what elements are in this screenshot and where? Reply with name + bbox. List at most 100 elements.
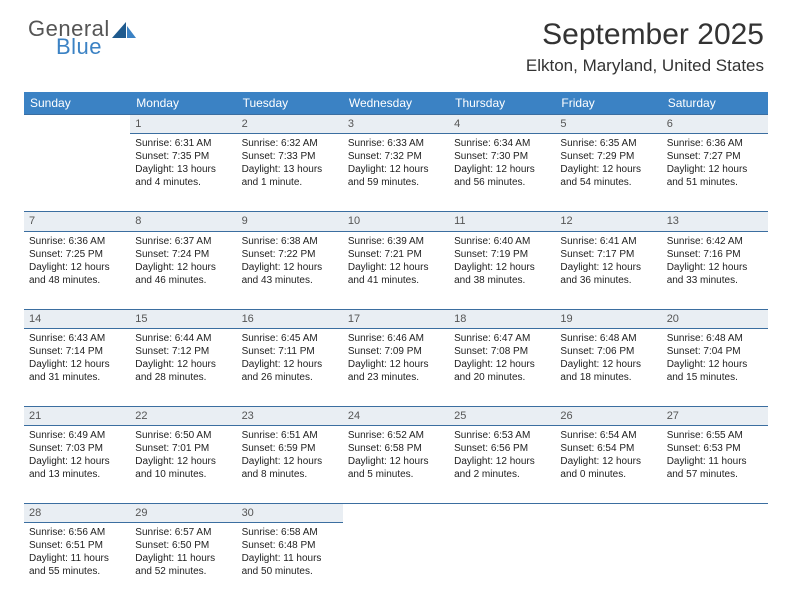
sunset-line: Sunset: 7:03 PM [29, 442, 125, 455]
sunrise-line: Sunrise: 6:45 AM [242, 332, 338, 345]
daylight-line: Daylight: 12 hours and 2 minutes. [454, 455, 550, 481]
sunrise-line: Sunrise: 6:36 AM [29, 235, 125, 248]
day-content-cell [555, 523, 661, 597]
day-number-cell: 5 [555, 115, 661, 134]
day-content-row: Sunrise: 6:56 AMSunset: 6:51 PMDaylight:… [24, 523, 768, 597]
day-number-cell: 18 [449, 309, 555, 328]
day-number-cell: 10 [343, 212, 449, 231]
sunrise-line: Sunrise: 6:46 AM [348, 332, 444, 345]
day-content-cell: Sunrise: 6:40 AMSunset: 7:19 PMDaylight:… [449, 231, 555, 309]
sunrise-line: Sunrise: 6:50 AM [135, 429, 231, 442]
daylight-line: Daylight: 12 hours and 23 minutes. [348, 358, 444, 384]
sunset-line: Sunset: 7:33 PM [242, 150, 338, 163]
sunrise-line: Sunrise: 6:49 AM [29, 429, 125, 442]
day-number-row: 14151617181920 [24, 309, 768, 328]
sunset-line: Sunset: 7:16 PM [667, 248, 763, 261]
daylight-line: Daylight: 13 hours and 1 minute. [242, 163, 338, 189]
daylight-line: Daylight: 13 hours and 4 minutes. [135, 163, 231, 189]
day-of-week-header: Saturday [662, 92, 768, 115]
header: General Blue September 2025 Elkton, Mary… [0, 0, 792, 84]
day-of-week-header: Tuesday [237, 92, 343, 115]
daylight-line: Daylight: 12 hours and 48 minutes. [29, 261, 125, 287]
day-number-cell: 14 [24, 309, 130, 328]
daylight-line: Daylight: 12 hours and 36 minutes. [560, 261, 656, 287]
daylight-line: Daylight: 12 hours and 56 minutes. [454, 163, 550, 189]
sunrise-line: Sunrise: 6:34 AM [454, 137, 550, 150]
daylight-line: Daylight: 11 hours and 57 minutes. [667, 455, 763, 481]
daylight-line: Daylight: 12 hours and 43 minutes. [242, 261, 338, 287]
day-number-cell: 17 [343, 309, 449, 328]
day-number-row: 282930 [24, 504, 768, 523]
daylight-line: Daylight: 12 hours and 33 minutes. [667, 261, 763, 287]
sunrise-line: Sunrise: 6:36 AM [667, 137, 763, 150]
sunrise-line: Sunrise: 6:42 AM [667, 235, 763, 248]
day-number-cell: 9 [237, 212, 343, 231]
day-number-cell: 29 [130, 504, 236, 523]
day-number-cell: 8 [130, 212, 236, 231]
day-number-cell: 11 [449, 212, 555, 231]
day-content-cell: Sunrise: 6:54 AMSunset: 6:54 PMDaylight:… [555, 426, 661, 504]
logo-word-blue: Blue [56, 36, 110, 58]
day-content-cell: Sunrise: 6:47 AMSunset: 7:08 PMDaylight:… [449, 328, 555, 406]
day-number-cell: 2 [237, 115, 343, 134]
sunset-line: Sunset: 7:04 PM [667, 345, 763, 358]
daylight-line: Daylight: 12 hours and 26 minutes. [242, 358, 338, 384]
daylight-line: Daylight: 11 hours and 55 minutes. [29, 552, 125, 578]
calendar-body: 123456Sunrise: 6:31 AMSunset: 7:35 PMDay… [24, 115, 768, 597]
sunset-line: Sunset: 6:48 PM [242, 539, 338, 552]
day-content-cell: Sunrise: 6:39 AMSunset: 7:21 PMDaylight:… [343, 231, 449, 309]
day-content-row: Sunrise: 6:31 AMSunset: 7:35 PMDaylight:… [24, 134, 768, 212]
day-content-cell: Sunrise: 6:35 AMSunset: 7:29 PMDaylight:… [555, 134, 661, 212]
sunset-line: Sunset: 7:22 PM [242, 248, 338, 261]
day-content-row: Sunrise: 6:49 AMSunset: 7:03 PM Daylight:… [24, 426, 768, 504]
sunset-line: Sunset: 6:59 PM [242, 442, 338, 455]
day-content-cell: Sunrise: 6:33 AMSunset: 7:32 PMDaylight:… [343, 134, 449, 212]
day-content-cell [662, 523, 768, 597]
day-number-cell: 12 [555, 212, 661, 231]
day-content-cell: Sunrise: 6:48 AMSunset: 7:06 PMDaylight:… [555, 328, 661, 406]
month-title: September 2025 [526, 18, 764, 52]
day-content-cell: Sunrise: 6:34 AMSunset: 7:30 PMDaylight:… [449, 134, 555, 212]
day-content-cell: Sunrise: 6:53 AMSunset: 6:56 PMDaylight:… [449, 426, 555, 504]
sunset-line: Sunset: 6:50 PM [135, 539, 231, 552]
day-content-cell: Sunrise: 6:38 AMSunset: 7:22 PMDaylight:… [237, 231, 343, 309]
daylight-line: Daylight: 12 hours and 38 minutes. [454, 261, 550, 287]
sunrise-line: Sunrise: 6:39 AM [348, 235, 444, 248]
sunrise-line: Sunrise: 6:55 AM [667, 429, 763, 442]
sunset-line: Sunset: 7:32 PM [348, 150, 444, 163]
daylight-line: Daylight: 12 hours and 41 minutes. [348, 261, 444, 287]
sunset-line: Sunset: 7:19 PM [454, 248, 550, 261]
sunrise-line: Sunrise: 6:33 AM [348, 137, 444, 150]
sunrise-line: Sunrise: 6:51 AM [242, 429, 338, 442]
daylight-line: Daylight: 11 hours and 52 minutes. [135, 552, 231, 578]
day-number-cell: 15 [130, 309, 236, 328]
sunset-line: Sunset: 7:24 PM [135, 248, 231, 261]
day-number-cell: 24 [343, 406, 449, 425]
sunrise-line: Sunrise: 6:56 AM [29, 526, 125, 539]
day-of-week-header: Monday [130, 92, 236, 115]
calendar-head: SundayMondayTuesdayWednesdayThursdayFrid… [24, 92, 768, 115]
sunrise-line: Sunrise: 6:31 AM [135, 137, 231, 150]
sunset-line: Sunset: 7:27 PM [667, 150, 763, 163]
day-number-cell: 7 [24, 212, 130, 231]
day-number-cell [449, 504, 555, 523]
daylight-line: Daylight: 12 hours and 8 minutes. [242, 455, 338, 481]
location: Elkton, Maryland, United States [526, 56, 764, 76]
day-number-cell [662, 504, 768, 523]
day-content-cell: Sunrise: 6:36 AMSunset: 7:27 PMDaylight:… [662, 134, 768, 212]
day-content-cell: Sunrise: 6:45 AMSunset: 7:11 PMDaylight:… [237, 328, 343, 406]
sunset-line: Sunset: 7:08 PM [454, 345, 550, 358]
day-number-cell: 26 [555, 406, 661, 425]
day-number-cell: 22 [130, 406, 236, 425]
day-of-week-header: Sunday [24, 92, 130, 115]
sunrise-line: Sunrise: 6:53 AM [454, 429, 550, 442]
sunset-line: Sunset: 6:58 PM [348, 442, 444, 455]
logo-sail-icon [112, 22, 136, 40]
day-number-cell: 19 [555, 309, 661, 328]
daylight-line: Daylight: 12 hours and 5 minutes. [348, 455, 444, 481]
sunset-line: Sunset: 7:01 PM [135, 442, 231, 455]
day-number-cell: 20 [662, 309, 768, 328]
daylight-line: Daylight: 12 hours and 31 minutes. [29, 358, 125, 384]
day-content-cell: Sunrise: 6:58 AMSunset: 6:48 PMDaylight:… [237, 523, 343, 597]
daylight-line: Daylight: 12 hours and 0 minutes. [560, 455, 656, 481]
